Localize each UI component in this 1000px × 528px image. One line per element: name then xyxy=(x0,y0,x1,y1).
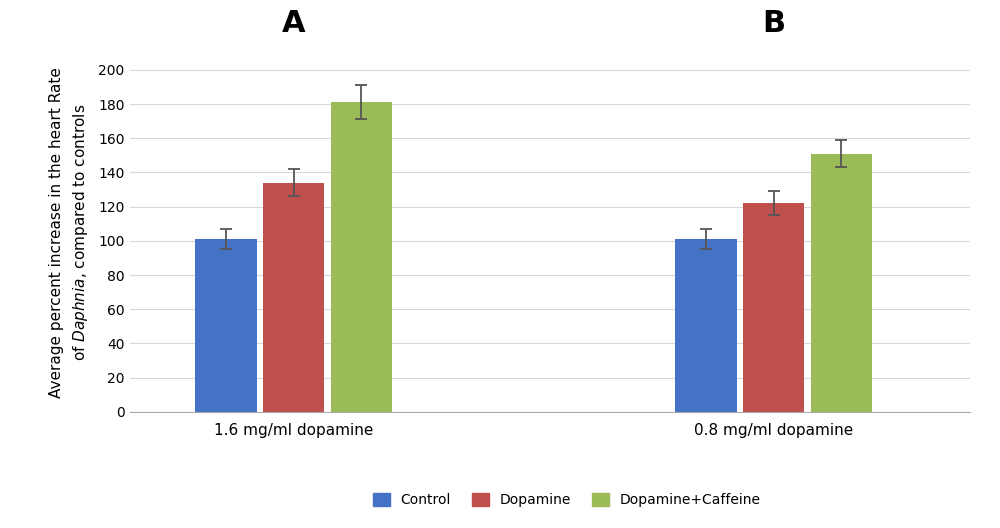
Bar xyxy=(263,183,324,412)
Text: B: B xyxy=(762,10,785,39)
Y-axis label: Average percent increase in the heart Rate
of $\it{Daphnia}$, compared to contro: Average percent increase in the heart Ra… xyxy=(49,67,90,398)
Bar xyxy=(811,154,872,412)
Legend: Control, Dopamine, Dopamine+Caffeine: Control, Dopamine, Dopamine+Caffeine xyxy=(367,487,766,513)
Bar xyxy=(675,239,737,412)
Bar xyxy=(743,203,804,412)
Text: A: A xyxy=(282,10,305,39)
Bar xyxy=(195,239,257,412)
Bar xyxy=(331,102,392,412)
